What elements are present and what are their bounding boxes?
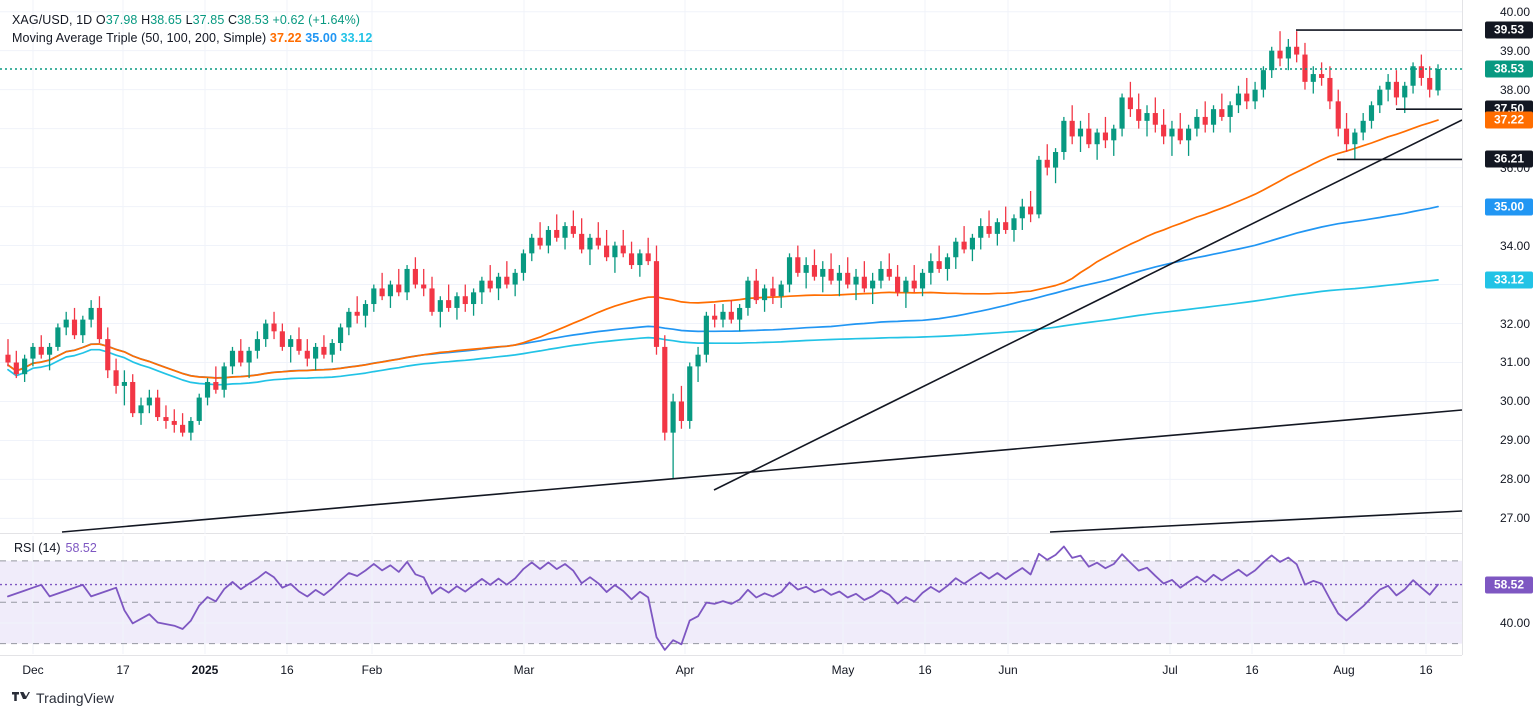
price-tick-32-00: 32.00 <box>1499 316 1530 331</box>
ma200-value: 33.12 <box>340 31 373 45</box>
high-value: 38.65 <box>150 13 182 27</box>
time-axis[interactable]: Dec 17 2025 16 Feb Mar Apr May 16 Jun Jul 16 Aug 16 <box>0 655 1462 683</box>
ma50-value: 37.22 <box>269 31 302 45</box>
tradingview-wordmark: TradingView <box>36 690 115 706</box>
ohlc-group: O37.98 H38.65 L37.85 C38.53 <box>96 13 273 27</box>
tradingview-watermark: TradingView <box>12 690 114 706</box>
time-tick-16: 16 <box>280 663 294 677</box>
rsi-tick-40-00: 40.00 <box>1499 615 1530 630</box>
symbol-label[interactable]: XAG/USD, 1D <box>12 13 93 27</box>
time-tick-dec: Dec <box>22 663 44 677</box>
close-key: C <box>227 13 238 27</box>
price-tick-38-00: 38.00 <box>1499 82 1530 97</box>
rsi-chart-svg <box>0 536 1462 654</box>
price-tick-28-00: 28.00 <box>1499 472 1530 487</box>
time-tick-16: 16 <box>918 663 932 677</box>
rsi-badge-58-52[interactable]: 58.52 <box>1485 576 1533 594</box>
price-tick-30-00: 30.00 <box>1499 394 1530 409</box>
low-value: 37.85 <box>192 13 225 27</box>
price-pane[interactable] <box>0 0 1462 534</box>
time-tick-17: 17 <box>116 663 130 677</box>
tradingview-logo-icon <box>12 691 30 701</box>
price-badge-39-53[interactable]: 39.53 <box>1485 21 1533 39</box>
rsi-pane[interactable] <box>0 536 1462 654</box>
time-tick-feb: Feb <box>361 663 383 677</box>
rsi-current-value: 58.52 <box>65 541 97 555</box>
time-tick-jul: Jul <box>1162 663 1178 677</box>
price-tick-29-00: 29.00 <box>1499 433 1530 448</box>
ma100-value: 35.00 <box>305 31 338 45</box>
open-value: 37.98 <box>105 13 138 27</box>
time-tick-aug: Aug <box>1333 663 1355 677</box>
time-tick-mar: Mar <box>513 663 535 677</box>
price-tick-39-00: 39.00 <box>1499 43 1530 58</box>
open-key: O <box>95 13 106 27</box>
high-key: H <box>141 13 151 27</box>
price-chart-svg <box>0 0 1462 534</box>
ma-indicator-label[interactable]: Moving Average Triple (50, 100, 200, Sim… <box>12 31 267 45</box>
time-tick-jun: Jun <box>998 663 1018 677</box>
price-tick-27-00: 27.00 <box>1499 511 1530 526</box>
time-tick-2025: 2025 <box>191 663 219 677</box>
time-tick-apr: Apr <box>675 663 695 677</box>
time-tick-16: 16 <box>1419 663 1433 677</box>
price-badge-38-53[interactable]: 38.53 <box>1485 60 1533 78</box>
price-axis[interactable]: 40.0039.0038.0036.0035.0034.0032.0031.00… <box>1462 0 1536 655</box>
low-key: L <box>185 13 193 27</box>
price-tick-40-00: 40.00 <box>1499 4 1530 19</box>
change-value: +0.62 (+1.64%) <box>272 13 361 27</box>
chart-legend-symbol-row[interactable]: XAG/USD, 1D O37.98 H38.65 L37.85 C38.53 … <box>12 13 360 27</box>
price-tick-34-00: 34.00 <box>1499 238 1530 253</box>
time-tick-may: May <box>831 663 855 677</box>
close-value: 38.53 <box>237 13 269 27</box>
rsi-legend[interactable]: RSI (14) 58.52 <box>14 541 97 555</box>
chart-legend-indicator-row[interactable]: Moving Average Triple (50, 100, 200, Sim… <box>12 31 372 45</box>
time-tick-16: 16 <box>1245 663 1259 677</box>
price-badge-35-00[interactable]: 35.00 <box>1485 198 1533 216</box>
price-tick-31-00: 31.00 <box>1499 355 1530 370</box>
price-badge-36-21[interactable]: 36.21 <box>1485 150 1533 168</box>
rsi-indicator-label[interactable]: RSI (14) <box>14 541 61 555</box>
price-badge-37-22[interactable]: 37.22 <box>1485 111 1533 129</box>
price-badge-33-12[interactable]: 33.12 <box>1485 271 1533 289</box>
